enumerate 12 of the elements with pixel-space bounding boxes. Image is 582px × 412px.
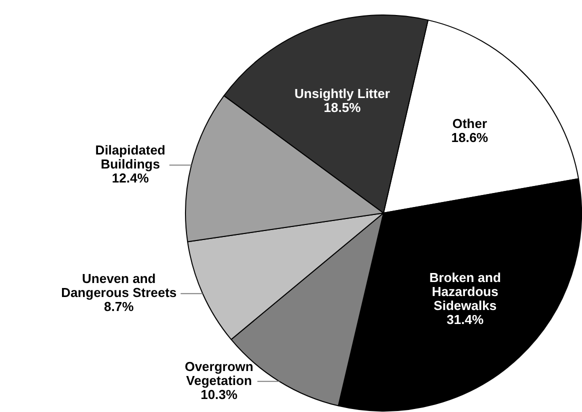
slice-label: Broken and Hazardous Sidewalks bbox=[429, 270, 501, 313]
slice-label: Overgrown Vegetation bbox=[184, 358, 254, 388]
data-label: 10.3% bbox=[200, 386, 238, 402]
data-label: 12.4% bbox=[112, 170, 150, 186]
slice-label: Uneven and Dangerous Streets bbox=[61, 271, 177, 300]
slice-label: Other bbox=[452, 116, 488, 131]
data-label: 8.7% bbox=[104, 299, 134, 314]
slice-label: Unsightly Litter bbox=[294, 86, 390, 102]
data-label: 31.4% bbox=[446, 312, 484, 327]
data-label: 18.6% bbox=[451, 130, 489, 145]
slice-label: Dilapidated Buildings bbox=[95, 142, 166, 172]
data-label: 18.5% bbox=[324, 100, 362, 116]
